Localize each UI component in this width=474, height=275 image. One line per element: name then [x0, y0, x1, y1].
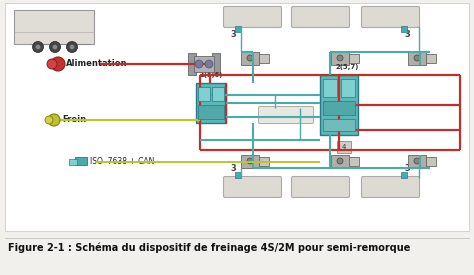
FancyBboxPatch shape [362, 177, 419, 197]
Bar [69, 159, 77, 165]
Bar [408, 52, 426, 65]
Bar [5, 3, 469, 231]
Bar [14, 10, 94, 44]
Text: 3: 3 [404, 164, 410, 173]
Circle shape [66, 42, 78, 53]
Bar [349, 157, 359, 166]
Text: 3: 3 [230, 30, 236, 39]
Circle shape [195, 60, 203, 68]
Text: 1(5,6): 1(5,6) [199, 72, 223, 78]
Text: 2(5,7): 2(5,7) [335, 64, 359, 70]
Bar [323, 79, 337, 97]
Circle shape [51, 57, 65, 71]
Bar [212, 87, 224, 101]
Text: ISO  7638 + CAN: ISO 7638 + CAN [90, 156, 155, 166]
Circle shape [48, 114, 60, 126]
Bar [320, 75, 358, 135]
Bar [426, 157, 436, 166]
FancyBboxPatch shape [258, 106, 313, 123]
Circle shape [337, 55, 343, 61]
Bar [323, 119, 355, 131]
Bar [349, 54, 359, 63]
Bar [408, 155, 426, 168]
Bar [241, 155, 259, 168]
Bar [331, 155, 349, 168]
Text: 4: 4 [342, 144, 346, 150]
Bar [401, 172, 407, 178]
Circle shape [414, 158, 420, 164]
Bar [196, 83, 226, 123]
Circle shape [414, 55, 420, 61]
Text: 3: 3 [404, 30, 410, 39]
Circle shape [45, 116, 53, 124]
Circle shape [33, 42, 44, 53]
Bar [259, 54, 269, 63]
Bar [241, 52, 259, 65]
Circle shape [70, 45, 74, 50]
Circle shape [247, 55, 253, 61]
FancyBboxPatch shape [292, 177, 349, 197]
Circle shape [53, 45, 57, 50]
FancyBboxPatch shape [224, 177, 282, 197]
Bar [75, 157, 87, 165]
Text: 3: 3 [230, 164, 236, 173]
Text: Figure 2-1 : Schéma du dispositif de freinage 4S/2M pour semi-remorque: Figure 2-1 : Schéma du dispositif de fre… [8, 243, 410, 253]
Circle shape [49, 42, 61, 53]
Bar [198, 105, 224, 119]
Bar [188, 53, 196, 75]
Bar [259, 157, 269, 166]
Bar [401, 26, 407, 32]
Bar [341, 79, 355, 97]
Bar [323, 101, 355, 115]
Bar [194, 56, 214, 72]
Bar [331, 52, 349, 65]
Text: Alimentation: Alimentation [66, 59, 128, 68]
Bar [426, 54, 436, 63]
Bar [235, 172, 241, 178]
Circle shape [36, 45, 40, 50]
Circle shape [47, 59, 57, 69]
FancyBboxPatch shape [362, 7, 419, 28]
Bar [198, 87, 210, 101]
Text: Frein: Frein [62, 116, 86, 125]
FancyBboxPatch shape [292, 7, 349, 28]
Bar [212, 53, 220, 75]
Circle shape [205, 60, 213, 68]
Bar [235, 26, 241, 32]
Circle shape [337, 158, 343, 164]
Circle shape [247, 158, 253, 164]
Bar [337, 141, 351, 153]
FancyBboxPatch shape [224, 7, 282, 28]
